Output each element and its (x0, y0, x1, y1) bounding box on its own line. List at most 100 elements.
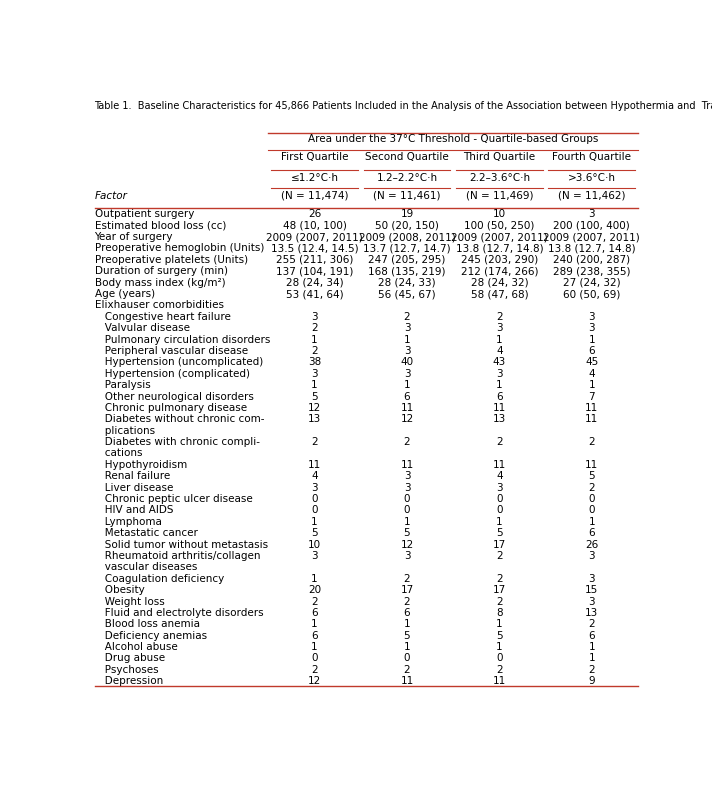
Text: 10: 10 (308, 539, 321, 550)
Text: 1: 1 (404, 380, 410, 390)
Text: 13.5 (12.4, 14.5): 13.5 (12.4, 14.5) (271, 243, 358, 254)
Text: 3: 3 (404, 483, 410, 493)
Text: 2: 2 (496, 574, 503, 584)
Text: Other neurological disorders: Other neurological disorders (95, 392, 253, 401)
Text: 1: 1 (589, 653, 595, 663)
Text: 11: 11 (493, 676, 506, 686)
Text: 0: 0 (311, 506, 318, 516)
Text: Peripheral vascular disease: Peripheral vascular disease (95, 346, 248, 356)
Text: (N = 11,461): (N = 11,461) (373, 191, 441, 201)
Text: Paralysis: Paralysis (95, 380, 150, 390)
Text: 1: 1 (496, 642, 503, 652)
Text: 53 (41, 64): 53 (41, 64) (286, 289, 343, 299)
Text: 11: 11 (585, 460, 599, 470)
Text: 1: 1 (589, 380, 595, 390)
Text: 20: 20 (308, 585, 321, 595)
Text: 5: 5 (311, 528, 318, 539)
Text: Fluid and electrolyte disorders: Fluid and electrolyte disorders (95, 608, 263, 618)
Text: 3: 3 (404, 471, 410, 481)
Text: 28 (24, 33): 28 (24, 33) (378, 278, 436, 287)
Text: Pulmonary circulation disorders: Pulmonary circulation disorders (95, 334, 270, 345)
Text: 17: 17 (493, 585, 506, 595)
Text: 6: 6 (404, 608, 410, 618)
Text: 8: 8 (496, 608, 503, 618)
Text: 19: 19 (400, 210, 414, 219)
Text: 12: 12 (400, 539, 414, 550)
Text: 100 (50, 250): 100 (50, 250) (464, 221, 535, 231)
Text: Chronic peptic ulcer disease: Chronic peptic ulcer disease (95, 494, 252, 504)
Text: Chronic pulmonary disease: Chronic pulmonary disease (95, 403, 246, 413)
Text: Psychoses: Psychoses (95, 665, 158, 675)
Text: Table 1.  Baseline Characteristics for 45,866 Patients Included in the Analysis : Table 1. Baseline Characteristics for 45… (95, 101, 712, 111)
Text: Lymphoma: Lymphoma (95, 517, 162, 527)
Text: 13: 13 (308, 414, 321, 424)
Text: Valvular disease: Valvular disease (95, 323, 189, 333)
Text: Preoperative hemoglobin (Units): Preoperative hemoglobin (Units) (95, 243, 264, 254)
Text: vascular diseases: vascular diseases (95, 562, 197, 572)
Text: 10: 10 (493, 210, 506, 219)
Text: Drug abuse: Drug abuse (95, 653, 164, 663)
Text: 1: 1 (311, 574, 318, 584)
Text: 4: 4 (589, 369, 595, 378)
Text: 0: 0 (404, 506, 410, 516)
Text: 1.2–2.2°C·h: 1.2–2.2°C·h (377, 173, 438, 183)
Text: Rheumatoid arthritis/collagen: Rheumatoid arthritis/collagen (95, 551, 260, 561)
Text: Third Quartile: Third Quartile (464, 152, 535, 162)
Text: 2: 2 (589, 665, 595, 675)
Text: 13: 13 (585, 608, 599, 618)
Text: (N = 11,469): (N = 11,469) (466, 191, 533, 201)
Text: 12: 12 (400, 414, 414, 424)
Text: Blood loss anemia: Blood loss anemia (95, 619, 199, 630)
Text: 6: 6 (589, 346, 595, 356)
Text: 6: 6 (496, 392, 503, 401)
Text: >3.6°C·h: >3.6°C·h (568, 173, 616, 183)
Text: 2: 2 (404, 597, 410, 607)
Text: 6: 6 (589, 630, 595, 641)
Text: Renal failure: Renal failure (95, 471, 169, 481)
Text: 3: 3 (589, 210, 595, 219)
Text: 48 (10, 100): 48 (10, 100) (283, 221, 347, 231)
Text: 2: 2 (404, 437, 410, 447)
Text: Diabetes with chronic compli-: Diabetes with chronic compli- (95, 437, 259, 447)
Text: 0: 0 (589, 506, 595, 516)
Text: Preoperative platelets (Units): Preoperative platelets (Units) (95, 255, 248, 265)
Text: 1: 1 (404, 642, 410, 652)
Text: 27 (24, 32): 27 (24, 32) (563, 278, 621, 287)
Text: 212 (174, 266): 212 (174, 266) (461, 266, 538, 276)
Text: 13.8 (12.7, 14.8): 13.8 (12.7, 14.8) (456, 243, 543, 254)
Text: 6: 6 (589, 528, 595, 539)
Text: 1: 1 (496, 619, 503, 630)
Text: Weight loss: Weight loss (95, 597, 164, 607)
Text: 15: 15 (585, 585, 599, 595)
Text: 2: 2 (404, 574, 410, 584)
Text: 3: 3 (589, 312, 595, 322)
Text: (N = 11,474): (N = 11,474) (281, 191, 348, 201)
Text: 3: 3 (311, 483, 318, 493)
Text: 1: 1 (496, 517, 503, 527)
Text: 11: 11 (400, 403, 414, 413)
Text: Deficiency anemias: Deficiency anemias (95, 630, 206, 641)
Text: 26: 26 (308, 210, 321, 219)
Text: 1: 1 (404, 334, 410, 345)
Text: 1: 1 (311, 619, 318, 630)
Text: Body mass index (kg/m²): Body mass index (kg/m²) (95, 278, 225, 287)
Text: Area under the 37°C Threshold - Quartile-based Groups: Area under the 37°C Threshold - Quartile… (308, 134, 598, 144)
Text: 11: 11 (308, 460, 321, 470)
Text: 56 (45, 67): 56 (45, 67) (378, 289, 436, 299)
Text: Outpatient surgery: Outpatient surgery (95, 210, 194, 219)
Text: 2: 2 (311, 665, 318, 675)
Text: 2: 2 (589, 619, 595, 630)
Text: 0: 0 (404, 653, 410, 663)
Text: 4: 4 (311, 471, 318, 481)
Text: 1: 1 (311, 517, 318, 527)
Text: 2: 2 (496, 312, 503, 322)
Text: 289 (238, 355): 289 (238, 355) (553, 266, 631, 276)
Text: 45: 45 (585, 357, 599, 367)
Text: 17: 17 (493, 539, 506, 550)
Text: 2: 2 (311, 323, 318, 333)
Text: 3: 3 (404, 551, 410, 561)
Text: First Quartile: First Quartile (281, 152, 348, 162)
Text: Depression: Depression (95, 676, 163, 686)
Text: 0: 0 (496, 506, 503, 516)
Text: 5: 5 (311, 392, 318, 401)
